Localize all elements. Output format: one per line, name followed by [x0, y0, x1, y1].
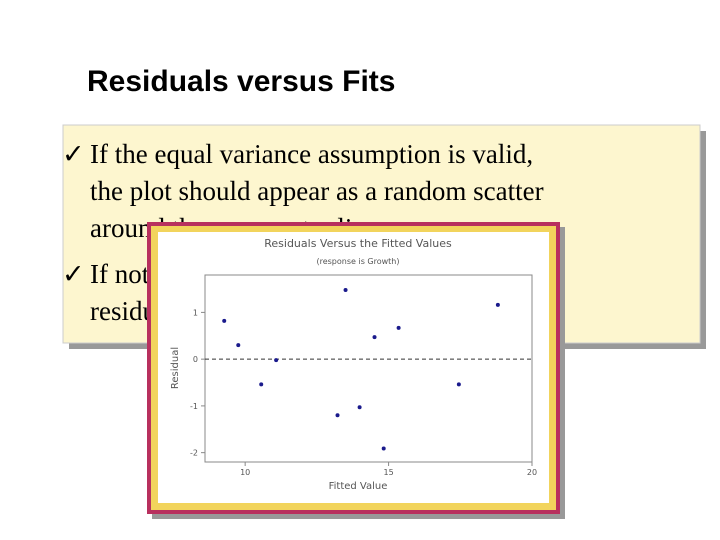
- bullet-text: If the equal variance assumption is vali…: [90, 139, 533, 169]
- bullet-marker: ✓: [62, 139, 85, 169]
- point: [456, 382, 461, 387]
- point: [236, 343, 241, 348]
- point: [495, 302, 500, 307]
- chart-title: Residuals Versus the Fitted Values: [264, 237, 452, 250]
- x-tick-label: 15: [383, 468, 393, 477]
- point: [222, 318, 227, 323]
- point: [396, 325, 401, 330]
- point: [343, 287, 348, 292]
- figure-background: [158, 232, 549, 503]
- y-tick-label: 1: [193, 308, 198, 317]
- slide-title: Residuals versus Fits: [87, 65, 395, 98]
- bullet-marker: ✓: [62, 259, 85, 289]
- x-tick-label: 20: [527, 468, 537, 477]
- point: [372, 335, 377, 340]
- x-tick-label: 10: [240, 468, 250, 477]
- point: [274, 358, 279, 363]
- chart-subtitle: (response is Growth): [316, 257, 399, 266]
- y-axis-label: Residual: [170, 347, 181, 389]
- y-tick-label: -1: [190, 402, 198, 411]
- point: [381, 446, 386, 451]
- bullet-text: the plot should appear as a random scatt…: [90, 176, 544, 206]
- point: [357, 405, 362, 410]
- point: [259, 382, 264, 387]
- y-tick-label: -2: [190, 449, 198, 458]
- point: [335, 413, 340, 418]
- plot-area: [204, 274, 533, 463]
- y-tick-label: 0: [193, 355, 198, 364]
- x-axis-label: Fitted Value: [329, 481, 388, 492]
